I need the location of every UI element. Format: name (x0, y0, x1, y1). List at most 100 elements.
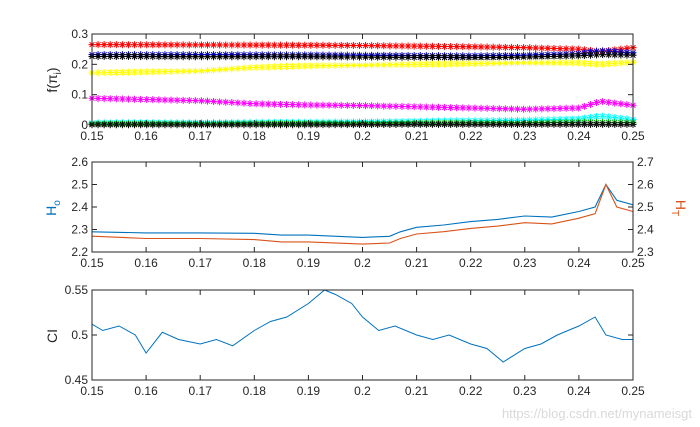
x-tick-label: 0.19 (297, 384, 321, 398)
series-marker (124, 95, 132, 103)
series-marker (611, 51, 619, 59)
series-marker (538, 120, 546, 128)
series-marker (593, 47, 601, 55)
series-marker (161, 41, 169, 49)
series-marker (143, 96, 151, 104)
series-marker (532, 120, 540, 128)
series-marker (319, 53, 327, 61)
series-marker (289, 62, 297, 70)
series-marker (495, 43, 503, 51)
series-marker (295, 53, 303, 61)
series-marker (301, 53, 309, 61)
panel-1-frame (91, 33, 634, 126)
series-marker (149, 41, 157, 49)
series-marker (520, 53, 528, 61)
series-marker (422, 42, 430, 50)
series-marker (380, 120, 388, 128)
series-marker (203, 97, 211, 105)
series-marker (617, 114, 625, 122)
series-marker (599, 98, 607, 106)
series-marker (203, 67, 211, 75)
series-marker (161, 53, 169, 61)
ci-line (91, 289, 633, 363)
series-marker (283, 41, 291, 49)
series-marker (605, 120, 613, 128)
series-marker (392, 120, 400, 128)
series-marker (246, 64, 254, 72)
panel-3-ylabel: CI (44, 329, 60, 343)
series-marker (520, 120, 528, 128)
series-marker (106, 41, 114, 49)
x-tick-label: 0.15 (80, 256, 104, 270)
series-marker (289, 53, 297, 61)
series-marker (441, 60, 449, 68)
x-tick-label: 0.23 (513, 384, 537, 398)
series-marker (179, 53, 187, 61)
series-marker (544, 53, 552, 61)
series-marker (349, 53, 357, 61)
series-marker (319, 101, 327, 109)
series-marker (252, 53, 260, 61)
series-marker (562, 59, 570, 67)
series-marker (428, 103, 436, 111)
series-marker (307, 101, 315, 109)
series-marker (526, 105, 534, 113)
series-marker (441, 103, 449, 111)
series-marker (580, 52, 588, 60)
series-marker (477, 43, 485, 51)
series-marker (489, 53, 497, 61)
series-marker (453, 43, 461, 51)
series-marker (623, 115, 631, 123)
series-marker (501, 43, 509, 51)
series-marker (568, 45, 576, 53)
series-marker (331, 53, 339, 61)
series-marker (556, 120, 564, 128)
series-marker (313, 41, 321, 49)
series-marker (240, 99, 248, 107)
x-tick-label: 0.21 (405, 384, 429, 398)
series-marker (349, 41, 357, 49)
series-marker (605, 51, 613, 59)
series-marker (94, 52, 102, 60)
series-marker (483, 104, 491, 112)
series-marker (514, 53, 522, 61)
series-marker (137, 68, 145, 76)
series-marker (465, 43, 473, 51)
series-marker (574, 120, 582, 128)
series-marker (325, 101, 333, 109)
x-tick-label: 0.16 (134, 384, 158, 398)
series-marker (337, 53, 345, 61)
series-marker (155, 41, 163, 49)
series-marker (507, 53, 515, 61)
series-marker (368, 53, 376, 61)
series-marker (447, 43, 455, 51)
series-marker (349, 61, 357, 69)
series-marker (216, 98, 224, 106)
y-tick-label: 0.55 (65, 283, 89, 297)
series-marker (550, 120, 558, 128)
series-marker (374, 102, 382, 110)
series-marker (197, 41, 205, 49)
series-marker (489, 59, 497, 67)
x-tick-label: 0.19 (297, 129, 321, 143)
series-marker (234, 99, 242, 107)
series-marker (258, 53, 266, 61)
series-marker (270, 63, 278, 71)
series-marker (544, 120, 552, 128)
series-marker (283, 53, 291, 61)
series-marker (289, 41, 297, 49)
series-marker (580, 120, 588, 128)
series-marker (465, 54, 473, 62)
series-marker (222, 98, 230, 106)
series-marker (483, 120, 491, 128)
y-tick-label: 0.45 (65, 373, 89, 387)
series-marker (210, 66, 218, 74)
series-marker (404, 103, 412, 111)
series-marker (550, 59, 558, 67)
series-marker (471, 43, 479, 51)
series-marker (514, 44, 522, 52)
series-marker (447, 54, 455, 62)
series-marker (100, 41, 108, 49)
series-marker (258, 63, 266, 71)
series-marker (495, 120, 503, 128)
